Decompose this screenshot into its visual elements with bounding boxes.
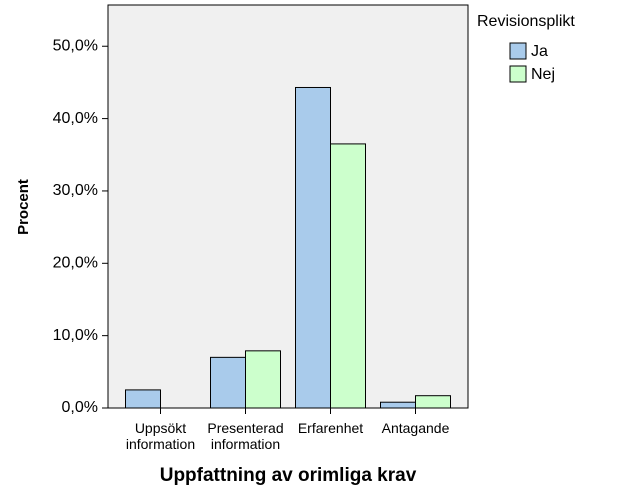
y-tick-label: 20,0%	[53, 255, 98, 272]
y-tick-label: 50,0%	[53, 37, 98, 54]
legend-label: Ja	[531, 43, 548, 60]
x-tick-label: Erfarenhet	[298, 420, 363, 436]
x-axis-label: Uppfattning av orimliga krav	[160, 465, 417, 486]
bar	[380, 401, 416, 409]
y-tick-label: 10,0%	[53, 327, 98, 344]
bar	[330, 143, 366, 409]
legend-swatch	[509, 65, 527, 83]
x-tick-label-line: information	[211, 436, 280, 452]
bar	[415, 395, 451, 409]
bar	[125, 389, 161, 409]
y-tick-label: 40,0%	[53, 110, 98, 127]
plot-area	[107, 4, 469, 409]
bar	[245, 350, 281, 409]
x-tick-label-line: Presenterad	[207, 420, 283, 436]
x-tick-label-line: Antagande	[382, 420, 450, 436]
x-tick-label: Presenterad information	[207, 420, 283, 452]
y-axis-label: Procent	[15, 179, 32, 235]
x-tick-label-line: information	[126, 436, 195, 452]
bar	[295, 86, 331, 409]
x-tick-label-line: Uppsökt	[135, 420, 186, 436]
x-tick-label: Antagande	[382, 420, 450, 436]
legend-title: Revisionsplikt	[477, 13, 575, 30]
y-tick-label: 0,0%	[62, 399, 98, 416]
x-tick-label: Uppsökt information	[126, 420, 195, 452]
bar	[210, 356, 246, 409]
legend-label: Nej	[531, 66, 555, 83]
x-tick-label-line: Erfarenhet	[298, 420, 363, 436]
y-tick-label: 30,0%	[53, 182, 98, 199]
legend-swatch	[509, 42, 527, 60]
